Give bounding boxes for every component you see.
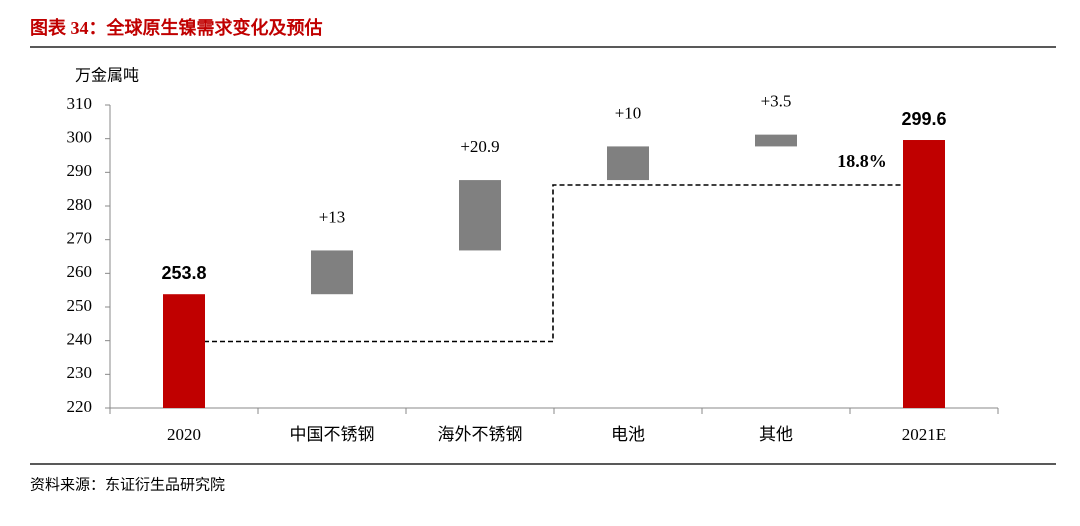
value-label: +20.9 xyxy=(460,137,499,156)
total-bar xyxy=(163,294,205,408)
value-label: +10 xyxy=(615,103,642,122)
y-tick-label: 250 xyxy=(67,296,93,315)
y-tick-label: 240 xyxy=(67,330,93,349)
source: 资料来源：东证衍生品研究院 xyxy=(30,475,225,493)
y-tick-label: 260 xyxy=(67,262,93,281)
annotation: 18.8% xyxy=(837,151,887,171)
y-tick-label: 280 xyxy=(67,195,93,214)
y-tick-label: 270 xyxy=(67,229,93,248)
y-tick-label: 220 xyxy=(67,397,93,416)
delta-bar xyxy=(459,180,501,251)
y-tick-label: 230 xyxy=(67,363,93,382)
delta-bar xyxy=(311,250,353,295)
growth-bracket xyxy=(180,184,922,343)
y-tick-label: 310 xyxy=(67,94,93,113)
x-tick-label: 其他 xyxy=(759,425,793,444)
x-tick-label: 2021E xyxy=(902,425,946,444)
y-axis-label: 万金属吨 xyxy=(75,67,139,85)
y-tick-label: 300 xyxy=(67,128,93,147)
value-label: 299.6 xyxy=(901,109,946,129)
x-tick-label: 2020 xyxy=(167,425,201,444)
delta-bar xyxy=(755,134,797,147)
value-label: +13 xyxy=(319,207,346,226)
x-tick-label: 电池 xyxy=(611,425,645,444)
x-tick-label: 海外不锈钢 xyxy=(438,425,523,444)
y-tick-label: 290 xyxy=(67,161,93,180)
chart-title: 图表 34：全球原生镍需求变化及预估 xyxy=(30,17,323,38)
value-label: 253.8 xyxy=(161,263,206,283)
delta-bar xyxy=(607,146,649,181)
x-tick-label: 中国不锈钢 xyxy=(290,425,375,444)
value-label: +3.5 xyxy=(761,92,792,111)
total-bar xyxy=(903,140,945,408)
